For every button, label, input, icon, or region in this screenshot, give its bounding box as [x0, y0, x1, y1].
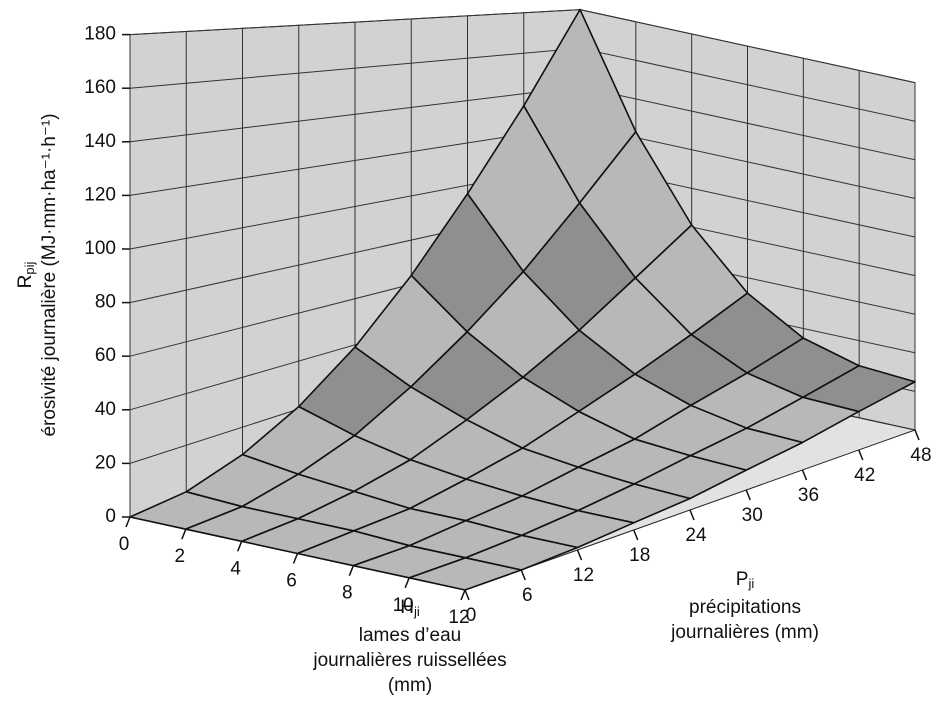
- y-tick-label: 6: [522, 585, 533, 606]
- z-tick-label: 80: [95, 292, 116, 313]
- y-title-line: journalières (mm): [670, 622, 819, 643]
- y-tick-label: 12: [573, 565, 594, 586]
- y-tick: [464, 589, 470, 601]
- y-tick-label: 0: [466, 605, 477, 626]
- y-sub: ji: [747, 576, 754, 591]
- z-title-text: érosivité journalière (MJ·mm·ha⁻¹·h⁻¹): [39, 113, 60, 436]
- x-sub: ji: [413, 604, 420, 619]
- x-title-line: lames d’eau: [359, 625, 461, 646]
- y-tick: [520, 569, 526, 581]
- z-symbol: R: [15, 275, 36, 289]
- y-tick: [745, 489, 751, 501]
- z-tick-label: 180: [84, 24, 116, 45]
- x-title-line: journalières ruissellées: [312, 650, 506, 671]
- x-tick: [292, 553, 299, 564]
- surface-cell: [408, 557, 523, 591]
- y-tick: [801, 469, 808, 481]
- y-tick: [576, 549, 583, 561]
- y-symbol: P: [736, 569, 749, 590]
- x-tick: [460, 589, 466, 601]
- x-symbol: H: [400, 597, 414, 618]
- x-tick: [236, 541, 243, 552]
- x-title-symbol: Hji: [400, 597, 420, 619]
- x-tick: [125, 516, 131, 528]
- z-tick-label: 120: [84, 184, 116, 205]
- x-title-line: (mm): [388, 675, 432, 696]
- x-tick-label: 4: [230, 558, 241, 579]
- y-tick-label: 18: [629, 545, 650, 566]
- x-tick-label: 6: [286, 571, 297, 592]
- z-sub: pij: [22, 262, 37, 275]
- x-tick: [181, 528, 187, 540]
- y-tick-label: 36: [798, 485, 819, 506]
- x-tick: [348, 565, 355, 576]
- x-tick-label: 8: [342, 583, 353, 604]
- z-tick-label: 60: [95, 345, 116, 366]
- x-tick-label: 0: [119, 534, 130, 555]
- y-tick-label: 42: [854, 465, 875, 486]
- z-tick-label: 40: [95, 399, 116, 420]
- z-tick-label: 0: [105, 506, 116, 527]
- y-title-line: précipitations: [689, 597, 801, 618]
- y-tick-label: 48: [910, 445, 931, 466]
- x-tick: [404, 577, 410, 589]
- z-tick-label: 160: [84, 77, 116, 98]
- y-tick: [858, 449, 864, 461]
- y-tick: [633, 529, 639, 541]
- z-tick-label: 20: [95, 452, 116, 473]
- x-tick-label: 12: [448, 607, 469, 628]
- x-tick-label: 2: [175, 546, 186, 567]
- y-tick: [689, 509, 695, 521]
- z-tick-label: 140: [84, 131, 116, 152]
- z-axis-title: Rpij érosivité journalière (MJ·mm·ha⁻¹·h…: [15, 113, 60, 436]
- y-tick-label: 24: [685, 525, 707, 546]
- x-tick-label: 10: [393, 595, 414, 616]
- y-tick-label: 30: [742, 505, 763, 526]
- z-title-symbol: Rpij: [15, 262, 37, 289]
- y-tick: [914, 429, 920, 441]
- y-title-symbol: Pji: [736, 569, 755, 591]
- z-tick-label: 100: [84, 238, 116, 259]
